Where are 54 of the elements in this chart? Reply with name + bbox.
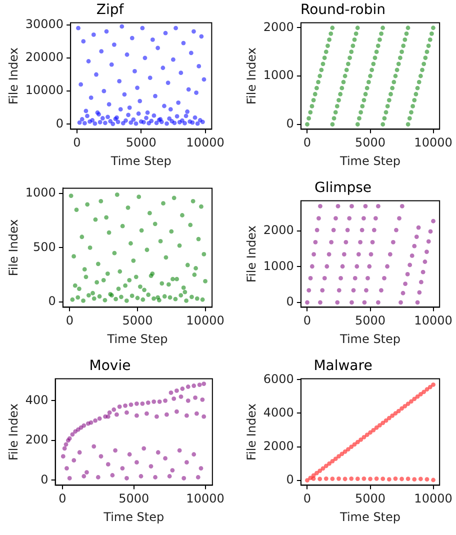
y-axis-title: File Index xyxy=(244,48,258,104)
chart-title: Movie xyxy=(89,358,131,374)
x-tick-label: 10000 xyxy=(414,314,452,328)
y-tick-label: 500 xyxy=(33,240,56,254)
x-axis-title: Time Step xyxy=(339,510,401,524)
chart-title: Glimpse xyxy=(314,180,372,196)
y-tick-label: 1000 xyxy=(263,258,294,273)
y-tick-label: 2000 xyxy=(263,438,294,453)
chart-title: Zipf xyxy=(96,2,125,18)
x-axis-title: Time Step xyxy=(110,154,172,168)
y-tick-label: 200 xyxy=(25,432,48,447)
y-axis-title: File Index xyxy=(244,226,258,282)
x-tick-label: 5000 xyxy=(354,314,386,328)
x-tick-label: 5000 xyxy=(118,492,150,506)
y-tick-label: 0 xyxy=(286,116,294,130)
y-tick-label: 400 xyxy=(25,392,48,407)
y-axis-title: File Index xyxy=(6,219,20,276)
x-axis-title: Time Step xyxy=(339,332,401,346)
x-tick-label: 0 xyxy=(303,136,312,150)
x-tick-label: 0 xyxy=(303,314,312,328)
y-axis-title: File Index xyxy=(6,404,20,460)
y-tick-label: 30000 xyxy=(25,16,64,31)
y-tick-label: 6000 xyxy=(263,372,294,386)
y-tick-label: 0 xyxy=(48,294,56,308)
x-tick-label: 0 xyxy=(303,492,312,506)
x-tick-label: 5000 xyxy=(354,492,386,506)
y-axis-title: File Index xyxy=(6,48,20,104)
x-tick-label: 5000 xyxy=(354,136,386,150)
y-tick-label: 0 xyxy=(286,294,294,309)
x-axis-title: Time Step xyxy=(102,510,164,524)
y-tick-label: 0 xyxy=(56,116,64,130)
x-axis-title: Time Step xyxy=(339,154,401,168)
chart-title: Round-robin xyxy=(300,2,386,18)
y-tick-label: 2000 xyxy=(263,20,294,34)
x-axis-title: Time Step xyxy=(106,332,168,346)
x-tick-label: 10000 xyxy=(186,314,224,328)
x-tick-label: 10000 xyxy=(186,136,224,150)
x-tick-label: 0 xyxy=(66,314,74,328)
x-tick-label: 10000 xyxy=(414,136,452,150)
x-tick-label: 5000 xyxy=(126,136,156,150)
y-tick-label: 0 xyxy=(286,472,294,486)
y-tick-label: 1000 xyxy=(263,68,294,82)
x-tick-label: 0 xyxy=(73,136,81,150)
y-tick-label: 2000 xyxy=(263,223,294,238)
y-tick-label: 10000 xyxy=(25,83,64,98)
x-tick-label: 10000 xyxy=(186,492,224,506)
y-tick-label: 1000 xyxy=(25,186,56,200)
y-tick-label: 0 xyxy=(40,472,48,486)
y-tick-label: 20000 xyxy=(25,50,64,64)
y-tick-label: 4000 xyxy=(263,405,294,420)
x-tick-label: 5000 xyxy=(122,314,153,328)
chart-title: Malware xyxy=(314,358,372,374)
x-tick-label: 10000 xyxy=(414,492,452,506)
y-axis-title: File Index xyxy=(244,404,258,460)
